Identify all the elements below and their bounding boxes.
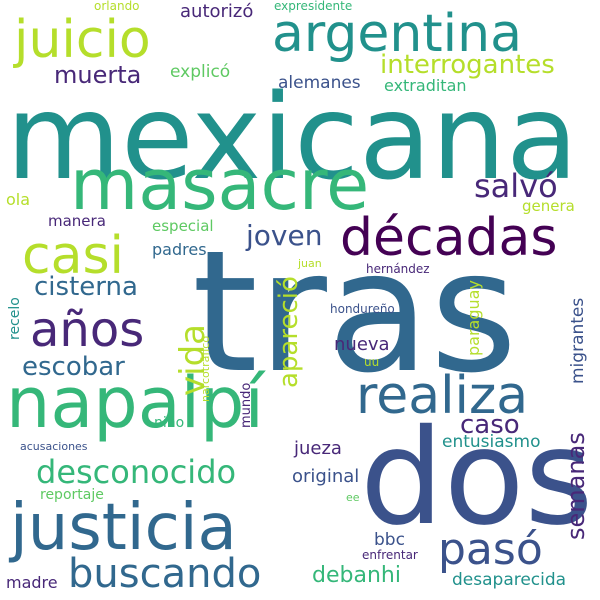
word-decadas: décadas — [340, 208, 558, 268]
word-acusaciones: acusaciones — [20, 440, 88, 453]
word-napalpi: napalpí — [6, 362, 264, 444]
word-narcotrafico: narcotráfico — [199, 335, 212, 402]
word-masacre: masacre — [70, 144, 370, 226]
word-salvo: salvó — [474, 167, 558, 205]
word-anos: años — [30, 302, 145, 358]
word-uu: uu — [364, 355, 380, 369]
word-realiza: realiza — [356, 366, 529, 426]
word-explico: explicó — [170, 62, 231, 82]
word-interrogantes: interrogantes — [380, 50, 555, 80]
word-expresidente: expresidente — [274, 0, 353, 13]
word-ola: ola — [6, 190, 31, 209]
word-argentina: argentina — [272, 4, 522, 64]
word-madre: madre — [6, 573, 58, 592]
word-paso: pasó — [438, 524, 543, 575]
word-hondureno: hondureño — [330, 302, 395, 316]
word-orlando: orlando — [94, 0, 140, 13]
word-tras: tras — [192, 214, 518, 410]
word-mundo: mundo — [239, 382, 254, 428]
word-dos: dos — [360, 401, 594, 555]
word-caso: caso — [460, 410, 520, 440]
word-aparecio: apareció — [274, 276, 304, 388]
word-juicio: juicio — [14, 10, 151, 70]
word-ee: ee — [346, 491, 360, 504]
word-escobar: escobar — [22, 352, 125, 382]
word-extraditan: extraditan — [384, 76, 467, 95]
word-debanhi: debanhi — [312, 563, 401, 588]
word-paraguay: paraguay — [464, 280, 483, 356]
word-mexicana: mexicana — [6, 68, 579, 206]
word-autorizo: autorizó — [180, 1, 254, 22]
word-joven: joven — [246, 219, 323, 252]
word-nueva: nueva — [334, 334, 390, 355]
word-migrantes: migrantes — [568, 297, 588, 384]
word-entusiasmo: entusiasmo — [442, 432, 541, 452]
word-genera: genera — [522, 197, 575, 215]
word-buscando: buscando — [68, 551, 262, 597]
word-reportaje: reportaje — [40, 487, 104, 503]
word-juan: juan — [298, 257, 322, 270]
word-casi: casi — [22, 226, 124, 286]
word-original: original — [292, 466, 360, 487]
word-padres: padres — [152, 240, 207, 259]
word-cisterna: cisterna — [34, 272, 138, 302]
word-especial: especial — [152, 217, 214, 235]
word-hernandez: hernández — [366, 262, 430, 276]
word-desconocido: desconocido — [36, 453, 237, 491]
word-manera: manera — [48, 212, 106, 230]
word-muerta: muerta — [54, 61, 142, 89]
word-recelo: recelo — [7, 297, 23, 340]
word-jueza: jueza — [294, 438, 342, 459]
word-semanas: semanas — [562, 432, 590, 540]
word-bbc: bbc — [374, 530, 405, 550]
word-justicia: justicia — [10, 491, 237, 565]
word-desaparecida: desaparecida — [452, 570, 567, 590]
word-enfrentar: enfrentar — [362, 548, 418, 562]
word-nino: niño — [154, 415, 185, 431]
word-alemanes: alemanes — [278, 73, 361, 93]
